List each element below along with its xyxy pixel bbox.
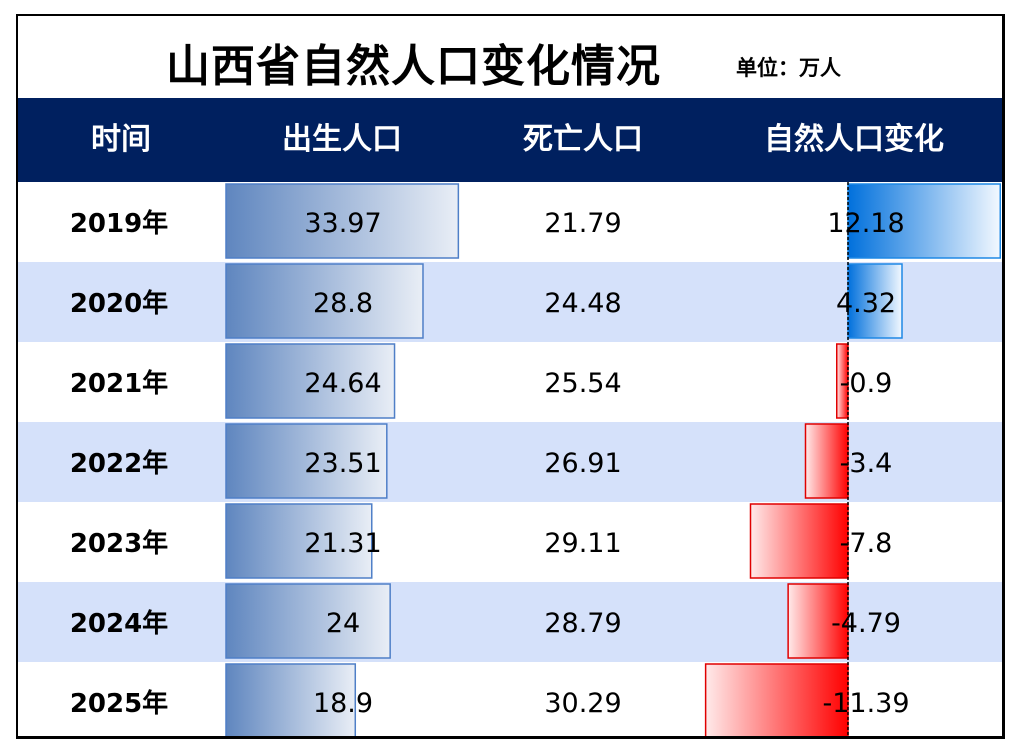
births-value: 21.31 <box>304 528 381 559</box>
header-births: 出生人口 <box>282 122 402 157</box>
change-bar-positive <box>847 183 1001 259</box>
year-label: 2023年 <box>70 528 168 559</box>
table-frame: 山西省自然人口变化情况 单位：万人 时间 出生人口 死亡人口 自然人口变化 20… <box>16 14 1005 739</box>
header-deaths: 死亡人口 <box>523 122 643 157</box>
table-row <box>18 182 1002 262</box>
births-value: 33.97 <box>304 208 381 239</box>
births-value: 28.8 <box>313 288 373 319</box>
birth-bar <box>225 263 424 339</box>
change-bar-negative <box>704 663 849 736</box>
deaths-value: 29.11 <box>544 528 621 559</box>
table-row <box>18 262 1002 342</box>
birth-bar <box>225 583 391 659</box>
births-value: 24 <box>326 608 360 639</box>
deaths-value: 25.54 <box>544 368 621 399</box>
unit-label: 单位：万人 <box>736 56 841 80</box>
header-time: 时间 <box>91 122 151 157</box>
year-label: 2022年 <box>70 448 168 479</box>
page-title: 山西省自然人口变化情况 <box>166 41 661 92</box>
birth-bar <box>225 183 460 259</box>
deaths-value: 26.91 <box>544 448 621 479</box>
change-value: 4.32 <box>836 288 896 319</box>
deaths-value: 30.29 <box>544 688 621 719</box>
birth-bar <box>225 663 357 736</box>
data-table-chart: 2019年 33.97 21.79 12.18 2020年 28.8 24.48 4.32 20… <box>18 182 1002 736</box>
change-bar-negative <box>787 583 849 659</box>
year-label: 2021年 <box>70 368 168 399</box>
deaths-value: 21.79 <box>544 208 621 239</box>
birth-bar <box>225 503 373 579</box>
title-bar: 山西省自然人口变化情况 单位：万人 <box>18 16 1002 98</box>
birth-bar <box>225 423 388 499</box>
change-value: 12.18 <box>827 208 904 239</box>
birth-bar <box>225 343 396 419</box>
births-value: 18.9 <box>313 688 373 719</box>
change-bar-negative <box>836 343 849 419</box>
change-bar-positive <box>847 263 903 339</box>
change-bar-negative <box>749 503 849 579</box>
births-value: 23.51 <box>304 448 381 479</box>
year-label: 2020年 <box>70 288 168 319</box>
change-bar-negative <box>804 423 849 499</box>
change-value: -11.39 <box>822 688 909 719</box>
deaths-value: 24.48 <box>544 288 621 319</box>
deaths-value: 28.79 <box>544 608 621 639</box>
year-label: 2019年 <box>70 208 168 239</box>
births-value: 24.64 <box>304 368 381 399</box>
year-label: 2024年 <box>70 608 168 639</box>
change-value: -4.79 <box>831 608 901 639</box>
table-header: 时间 出生人口 死亡人口 自然人口变化 <box>18 98 1002 182</box>
year-label: 2025年 <box>70 688 168 719</box>
header-natural-change: 自然人口变化 <box>764 122 944 157</box>
